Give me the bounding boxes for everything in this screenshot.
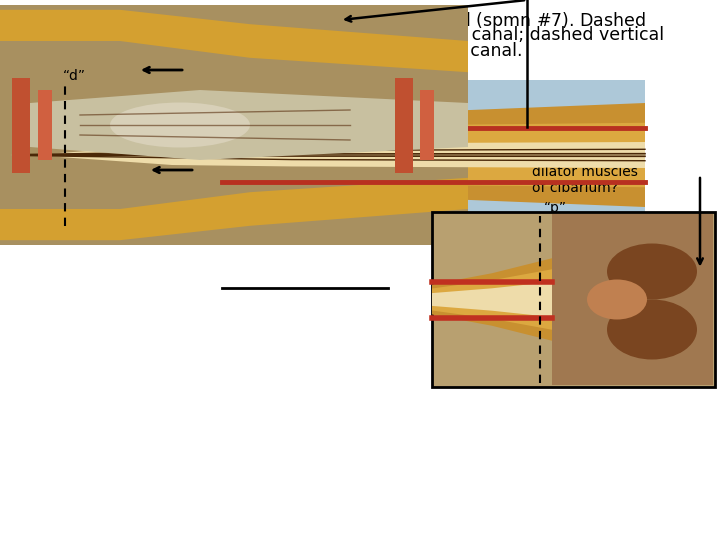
Bar [395,78,413,172]
Bar [38,90,52,160]
Text: $\mathit{Tabanus\ abdominalis}$, labrum with food canal (spmn #7). Dashed: $\mathit{Tabanus\ abdominalis}$, labrum … [74,10,646,32]
Ellipse shape [110,103,250,147]
Polygon shape [432,258,552,341]
Polygon shape [2,103,645,207]
Ellipse shape [607,244,697,300]
Polygon shape [432,269,552,330]
Bar [432,212,715,387]
Bar [0,80,645,230]
Text: “p”: “p” [544,201,567,215]
Text: vertical line “p” is the proximal end of the food canal; dashed vertical: vertical line “p” is the proximal end of… [55,26,665,44]
Bar [432,212,715,387]
Text: “d”: “d” [63,69,86,83]
Text: dilator muscles
of cibarium?: dilator muscles of cibarium? [532,165,638,195]
Bar [552,214,713,385]
Polygon shape [0,178,468,240]
Polygon shape [10,142,645,168]
Ellipse shape [587,280,647,320]
Text: line “d” is the distal end of the canal.: line “d” is the distal end of the canal. [197,42,523,60]
Ellipse shape [607,300,697,360]
Bar [432,212,715,387]
Polygon shape [0,10,468,72]
Polygon shape [7,123,645,187]
Text: 1.0 mm: 1.0 mm [276,57,333,72]
Bar [420,90,434,160]
Bar [12,78,30,172]
Bar [0,5,468,245]
Polygon shape [30,90,468,160]
Polygon shape [432,282,552,317]
Text: fc le = 2.84 mm: fc le = 2.84 mm [18,57,136,72]
